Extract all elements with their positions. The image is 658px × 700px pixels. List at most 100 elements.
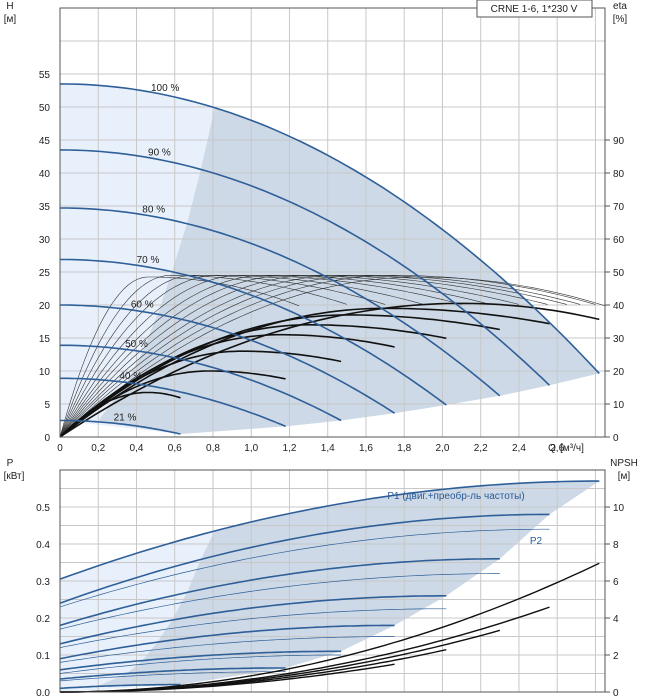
p1-curve bbox=[59, 513, 550, 604]
p2-curve bbox=[59, 654, 342, 674]
eta-axis-unit: [%] bbox=[613, 14, 628, 25]
head-curve bbox=[60, 258, 447, 406]
head-tick: 20 bbox=[39, 301, 51, 312]
npsh-tick: 0 bbox=[613, 688, 619, 699]
flow-tick: 1,8 bbox=[397, 443, 411, 454]
head-tick: 40 bbox=[39, 169, 51, 180]
eta-tick: 10 bbox=[613, 400, 625, 411]
head-tick: 5 bbox=[44, 400, 50, 411]
efficiency-curve bbox=[59, 275, 567, 438]
speed-label: 40 % bbox=[119, 371, 142, 382]
power-curves bbox=[59, 480, 600, 690]
p2-curve bbox=[59, 671, 286, 682]
head-tick: 10 bbox=[39, 367, 51, 378]
head-curve bbox=[60, 304, 396, 414]
eta-tick: 30 bbox=[613, 334, 625, 345]
flow-axis-label: Q bbox=[548, 443, 556, 454]
power-npsh-chart: 0.0 0.1 0.2 0.3 0.4 0.5 0 2 4 6 8 10 P [кВт] NPSH [… bbox=[4, 458, 638, 699]
flow-tick: 0,8 bbox=[206, 443, 220, 454]
npsh-tick: 6 bbox=[613, 577, 619, 588]
flow-tick: 0,2 bbox=[91, 443, 105, 454]
flow-tick: 1,4 bbox=[321, 443, 335, 454]
power-axis-label: P bbox=[7, 458, 14, 469]
efficiency-curve bbox=[59, 276, 300, 438]
p2-curve bbox=[59, 608, 447, 648]
head-grid bbox=[59, 8, 605, 438]
head-tick: 35 bbox=[39, 202, 51, 213]
p1-curve bbox=[59, 683, 181, 690]
p1-curve bbox=[59, 624, 395, 660]
head-axis-unit: [м] bbox=[4, 14, 17, 25]
p2-series-label: P2 bbox=[530, 536, 543, 547]
eta-tick: 80 bbox=[613, 169, 625, 180]
head-tick: 15 bbox=[39, 334, 51, 345]
head-curve bbox=[60, 207, 501, 397]
p1-curve bbox=[59, 480, 600, 580]
head-tick: 50 bbox=[39, 103, 51, 114]
speed-label: 60 % bbox=[131, 300, 154, 311]
npsh-curves bbox=[60, 562, 600, 693]
head-tick: 0 bbox=[44, 433, 50, 444]
efficiency-curve bbox=[59, 275, 548, 438]
flow-tick: 0 bbox=[57, 443, 63, 454]
flow-tick: 1,0 bbox=[244, 443, 258, 454]
speed-label: 21 % bbox=[114, 412, 137, 423]
eta-tick: 20 bbox=[613, 367, 625, 378]
head-tick: 45 bbox=[39, 136, 51, 147]
speed-label: 80 % bbox=[142, 205, 165, 216]
efficiency-curve bbox=[59, 275, 424, 438]
efficiency-curve bbox=[59, 275, 519, 438]
flow-tick: 2,4 bbox=[512, 443, 526, 454]
power-operating-area bbox=[60, 481, 600, 692]
model-name: CRNE 1-6, 1*230 V bbox=[491, 4, 578, 15]
efficiency-curves bbox=[59, 275, 606, 438]
speed-label: 70 % bbox=[137, 255, 160, 266]
head-curves bbox=[59, 83, 600, 435]
flow-tick: 2,6 bbox=[550, 443, 564, 454]
eta-tick: 70 bbox=[613, 202, 625, 213]
p2-curve bbox=[59, 573, 500, 630]
power-tick: 0.5 bbox=[36, 503, 50, 514]
dark-power-zone bbox=[97, 481, 600, 687]
p1-curve bbox=[59, 650, 342, 671]
p2-curve bbox=[59, 636, 395, 663]
head-axis-label: H bbox=[6, 1, 13, 12]
power-tick: 0.3 bbox=[36, 577, 50, 588]
npsh-tick: 10 bbox=[613, 503, 625, 514]
flow-tick: 2,0 bbox=[436, 443, 450, 454]
head-curve bbox=[59, 149, 551, 386]
eta-tick: 0 bbox=[613, 433, 619, 444]
efficiency-curve bbox=[59, 275, 581, 438]
head-plot-frame bbox=[59, 7, 606, 438]
power-tick: 0.4 bbox=[36, 540, 50, 551]
efficiency-curve bbox=[59, 275, 386, 438]
npsh-curve bbox=[60, 562, 600, 693]
head-curve bbox=[60, 419, 181, 435]
npsh-axis-label: NPSH bbox=[610, 458, 638, 469]
efficiency-curve-bold bbox=[59, 307, 550, 438]
power-axis-ticks: 0.0 0.1 0.2 0.3 0.4 0.5 0 2 4 6 8 10 bbox=[36, 503, 624, 699]
p1-curve bbox=[59, 595, 447, 645]
flow-tick: 0,4 bbox=[130, 443, 144, 454]
speed-label: 100 % bbox=[151, 83, 179, 94]
eta-tick: 50 bbox=[613, 268, 625, 279]
flow-tick: 2,2 bbox=[474, 443, 488, 454]
npsh-tick: 4 bbox=[613, 614, 619, 625]
eta-tick: 60 bbox=[613, 235, 625, 246]
power-axis-unit: [кВт] bbox=[4, 471, 25, 482]
head-curve bbox=[59, 83, 600, 374]
model-name-box bbox=[476, 0, 593, 18]
npsh-axis-unit: [м] bbox=[618, 471, 631, 482]
power-tick: 0.1 bbox=[36, 651, 50, 662]
p1-curve bbox=[59, 558, 500, 627]
efficiency-curve bbox=[59, 275, 596, 438]
eta-tick: 40 bbox=[613, 301, 625, 312]
head-tick: 30 bbox=[39, 235, 51, 246]
p1-series-label: P1 (двиг.+преобр-ль частоты) bbox=[387, 490, 524, 502]
head-flow-chart: 100 % 90 % 80 % 70 % 60 % 50 % 40 % 21 % 0 0,2 0,… bbox=[4, 0, 628, 454]
npsh-tick: 8 bbox=[613, 540, 619, 551]
npsh-tick: 2 bbox=[613, 651, 619, 662]
speed-label: 90 % bbox=[148, 148, 171, 159]
head-tick: 55 bbox=[39, 70, 51, 81]
